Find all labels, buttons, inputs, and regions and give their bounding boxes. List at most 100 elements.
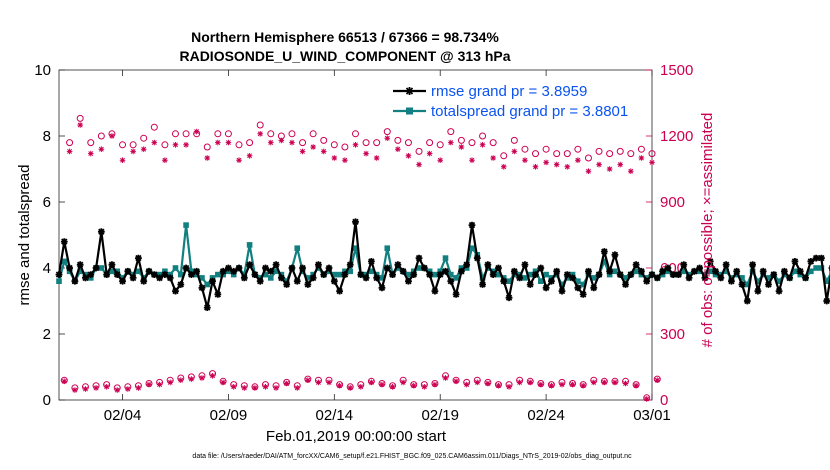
obs-assimilated-marker bbox=[442, 375, 449, 381]
obs-assimilated-marker bbox=[172, 142, 179, 148]
obs-assimilated-marker bbox=[638, 155, 645, 161]
rmse-point bbox=[246, 261, 254, 269]
obs-assimilated-marker bbox=[183, 142, 189, 148]
totalspread-point bbox=[273, 268, 279, 275]
obs-possible-marker bbox=[119, 141, 127, 149]
rmse-point bbox=[214, 291, 222, 298]
obs-assimilated-marker bbox=[209, 373, 216, 379]
obs-assimilated-marker bbox=[527, 379, 534, 386]
totalspread-point bbox=[336, 271, 343, 278]
obs-possible-marker bbox=[352, 130, 359, 138]
totalspread-point bbox=[792, 268, 798, 275]
rmse-point bbox=[60, 238, 68, 245]
rmse-point bbox=[367, 258, 375, 265]
obs-assimilated-marker bbox=[363, 150, 369, 157]
totalspread-point bbox=[199, 275, 205, 281]
rmse-point bbox=[627, 271, 635, 278]
totalspread-point bbox=[347, 268, 354, 275]
obs-assimilated-marker bbox=[559, 381, 565, 388]
obs-possible-marker bbox=[235, 141, 243, 149]
obs-assimilated-marker bbox=[236, 157, 242, 163]
obs-assimilated-marker bbox=[135, 385, 142, 391]
totalspread-point bbox=[416, 265, 422, 271]
rmse-point bbox=[378, 284, 386, 292]
obs-assimilated-marker bbox=[257, 131, 263, 137]
obs-assimilated-marker bbox=[278, 137, 285, 144]
totalspread-point bbox=[384, 245, 391, 251]
obs-assimilated-marker bbox=[448, 139, 454, 146]
totalspread-point bbox=[527, 271, 534, 278]
obs-assimilated-marker bbox=[72, 387, 78, 393]
obs-assimilated-marker bbox=[262, 384, 269, 390]
rmse-point bbox=[309, 274, 317, 282]
rmse-point bbox=[103, 271, 111, 278]
chart-title-line1: Northern Hemisphere 66513 / 67366 = 98.7… bbox=[191, 29, 499, 45]
rmse-point bbox=[394, 261, 402, 269]
rmse-point bbox=[431, 287, 439, 295]
obs-assimilated-marker bbox=[622, 380, 629, 387]
totalspread-point bbox=[172, 265, 179, 271]
obs-assimilated-marker bbox=[368, 379, 375, 386]
obs-assimilated-marker bbox=[193, 128, 200, 135]
rmse-point bbox=[632, 261, 640, 269]
obs-possible-marker bbox=[383, 128, 391, 136]
obs-assimilated-marker bbox=[156, 381, 163, 388]
obs-possible-marker bbox=[66, 139, 74, 147]
obs-assimilated-marker bbox=[395, 146, 401, 152]
totalspread-point bbox=[294, 245, 301, 251]
y-left-tick-label: 2 bbox=[43, 326, 51, 343]
totalspread-point bbox=[813, 265, 819, 271]
obs-assimilated-marker bbox=[548, 382, 555, 389]
obs-possible-marker bbox=[203, 143, 211, 151]
totalspread-point bbox=[379, 275, 385, 281]
rmse-point bbox=[505, 294, 513, 302]
obs-assimilated-marker bbox=[553, 161, 560, 168]
obs-possible-marker bbox=[637, 145, 645, 153]
rmse-point bbox=[807, 258, 815, 265]
rmse-point bbox=[399, 267, 407, 275]
x-tick-label: 02/19 bbox=[421, 407, 459, 424]
rmse-point bbox=[203, 304, 211, 311]
rmse-point bbox=[415, 254, 423, 262]
rmse-point bbox=[145, 267, 153, 275]
rmse-point bbox=[410, 271, 418, 278]
rmse-point bbox=[420, 264, 428, 272]
rmse-point bbox=[812, 254, 820, 262]
rmse-point bbox=[765, 281, 772, 288]
totalspread-point bbox=[479, 275, 486, 281]
rmse-point bbox=[548, 277, 555, 285]
obs-assimilated-marker bbox=[326, 379, 332, 386]
y-left-tick-label: 0 bbox=[43, 392, 51, 409]
rmse-point bbox=[500, 277, 508, 285]
rmse-point bbox=[669, 271, 677, 278]
obs-assimilated-marker bbox=[596, 161, 602, 168]
rmse-point bbox=[468, 221, 476, 229]
rmse-point bbox=[166, 274, 174, 282]
x-axis: 02/04 02/09 02/14 02/19 02/24 03/01 bbox=[104, 70, 671, 424]
rmse-point bbox=[521, 261, 529, 269]
rmse-point bbox=[733, 267, 741, 275]
obs-assimilated-marker bbox=[162, 157, 168, 163]
totalspread-point bbox=[776, 278, 782, 284]
obs-assimilated-marker bbox=[490, 155, 496, 161]
obs-assimilated-marker bbox=[199, 375, 205, 381]
rmse-point bbox=[616, 271, 624, 278]
rmse-point bbox=[457, 267, 465, 275]
rmse-point bbox=[611, 251, 619, 259]
rmse-point bbox=[590, 284, 598, 292]
rmse-point bbox=[563, 271, 571, 278]
obs-possible-marker bbox=[457, 136, 465, 144]
rmse-point bbox=[140, 277, 148, 285]
legend-rmse-marker bbox=[405, 87, 414, 95]
rmse-point bbox=[161, 271, 169, 278]
rmse-point bbox=[775, 287, 783, 295]
totalspread-point bbox=[744, 281, 751, 288]
obs-possible-marker bbox=[532, 150, 540, 158]
x-tick-label: 02/24 bbox=[527, 407, 565, 424]
rmse-point bbox=[447, 277, 455, 285]
rmse-point bbox=[320, 271, 328, 278]
obs-possible-marker bbox=[553, 150, 561, 158]
obs-possible-marker bbox=[341, 143, 349, 151]
